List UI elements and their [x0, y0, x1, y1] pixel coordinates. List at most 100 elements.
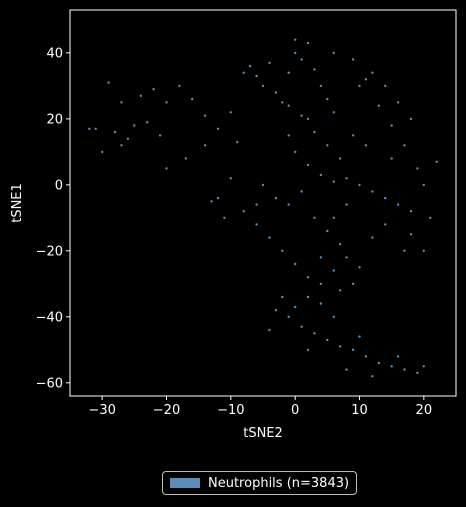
data-point: [364, 144, 368, 147]
data-point: [332, 269, 335, 272]
y-tick-label: −40: [36, 310, 63, 325]
data-point: [319, 173, 323, 177]
data-point: [345, 368, 348, 371]
data-point: [300, 190, 303, 193]
data-point: [313, 130, 316, 134]
data-point: [255, 203, 258, 206]
data-point: [287, 134, 290, 137]
data-point: [313, 332, 316, 335]
legend-swatch: [170, 478, 200, 488]
data-point: [294, 305, 297, 309]
data-point: [396, 101, 400, 104]
data-point: [306, 276, 310, 279]
data-point: [139, 94, 142, 98]
data-point: [422, 365, 425, 368]
data-point: [396, 355, 400, 358]
data-point: [210, 200, 213, 203]
data-point: [300, 58, 303, 61]
data-point: [306, 295, 310, 299]
data-point: [384, 84, 387, 88]
data-point: [236, 140, 239, 144]
data-point: [326, 229, 329, 233]
data-point: [268, 236, 271, 239]
data-point: [294, 51, 297, 55]
data-point: [287, 315, 290, 318]
data-point: [274, 309, 278, 312]
data-point: [229, 111, 232, 114]
data-point: [191, 97, 194, 101]
data-point: [126, 137, 130, 140]
data-point: [422, 183, 425, 187]
data-point: [229, 177, 232, 180]
data-point: [306, 41, 310, 45]
data-point: [319, 84, 323, 88]
data-point: [281, 295, 284, 299]
data-point: [165, 167, 168, 170]
data-point: [203, 144, 207, 147]
x-tick-label: −10: [217, 403, 244, 418]
y-axis-label: tSNE1: [10, 183, 25, 223]
data-point: [358, 183, 361, 187]
data-point: [409, 117, 413, 121]
x-tick-label: 20: [416, 403, 433, 418]
legend-label: Neutrophils (n=3843): [208, 475, 350, 491]
data-point: [216, 196, 220, 200]
data-point: [416, 371, 419, 375]
data-point: [332, 111, 335, 114]
data-point: [268, 61, 271, 64]
y-tick-label: −60: [36, 376, 63, 391]
data-point: [319, 282, 323, 285]
data-point: [409, 210, 413, 213]
data-point: [313, 68, 316, 71]
data-point: [287, 71, 290, 74]
data-point: [113, 130, 117, 134]
data-point: [306, 117, 310, 121]
data-point: [158, 134, 162, 137]
data-point: [339, 345, 342, 348]
data-point: [435, 160, 438, 163]
data-point: [345, 203, 348, 206]
data-point: [274, 91, 278, 94]
data-point: [248, 64, 252, 68]
data-point: [358, 84, 361, 88]
data-point: [390, 365, 393, 368]
data-point: [416, 167, 419, 170]
data-point: [351, 58, 355, 61]
data-point: [274, 196, 278, 200]
data-point: [345, 256, 348, 259]
data-point: [294, 150, 297, 154]
data-point: [371, 71, 374, 74]
legend: Neutrophils (n=3843): [162, 471, 358, 495]
data-point: [429, 216, 432, 219]
data-point: [339, 157, 342, 160]
data-point: [351, 134, 355, 137]
x-axis: −30 −20 −10 0 10 20: [88, 396, 432, 418]
data-point: [133, 124, 136, 127]
data-point: [294, 38, 297, 41]
data-point: [287, 203, 290, 206]
x-tick-label: −20: [153, 403, 180, 418]
data-point: [120, 144, 123, 147]
data-point: [371, 190, 374, 193]
data-point: [242, 71, 245, 74]
data-point: [332, 51, 335, 55]
data-point: [300, 114, 303, 117]
data-point: [268, 328, 271, 332]
y-tick-label: 0: [55, 178, 63, 193]
data-point: [339, 289, 342, 292]
y-tick-label: 20: [46, 112, 63, 127]
data-point: [165, 101, 168, 104]
data-point: [384, 196, 387, 200]
data-point: [101, 150, 104, 154]
data-point: [255, 223, 258, 226]
y-axis: −60 −40 −20 0 20 40: [36, 46, 70, 391]
data-point: [384, 223, 387, 226]
data-point: [261, 84, 265, 88]
data-point: [396, 203, 400, 206]
data-point: [152, 88, 155, 91]
data-point: [326, 144, 329, 147]
data-point: [371, 375, 374, 378]
data-point: [255, 74, 258, 78]
data-point: [319, 302, 323, 305]
data-point: [306, 348, 310, 351]
